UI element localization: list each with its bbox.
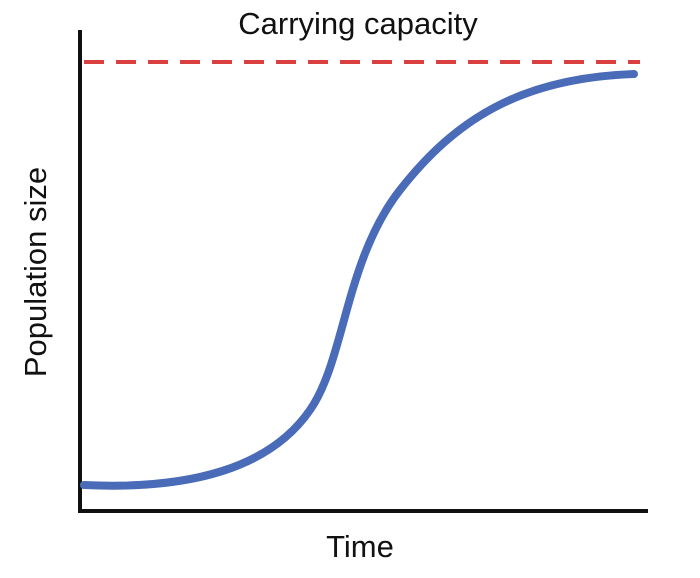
logistic-curve	[80, 70, 638, 490]
x-axis-label: Time	[326, 529, 394, 564]
y-axis-label: Population size	[18, 167, 53, 377]
carrying-capacity-label: Carrying capacity	[238, 6, 478, 41]
